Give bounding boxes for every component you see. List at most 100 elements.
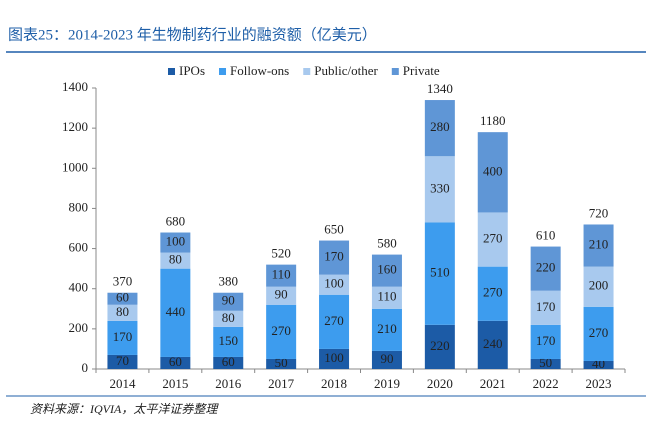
bar-segment	[424, 324, 455, 369]
total-label: 580	[377, 236, 397, 251]
bar-segment	[530, 358, 561, 369]
bar-segment	[477, 132, 508, 213]
total-label: 1180	[480, 113, 506, 128]
total-label: 520	[271, 246, 291, 261]
segment-label: 330	[430, 180, 450, 195]
x-tick-label: 2015	[162, 376, 188, 391]
segment-label: 170	[324, 249, 344, 264]
x-tick-label: 2023	[586, 376, 612, 391]
bar-segment	[530, 324, 561, 359]
segment-label: 270	[324, 313, 344, 328]
total-label: 370	[113, 274, 133, 289]
segment-label: 110	[377, 289, 396, 304]
bar-segment	[583, 224, 614, 267]
legend-label: Private	[403, 63, 440, 78]
segment-label: 210	[589, 237, 609, 252]
bar-segment	[213, 326, 244, 357]
bar-segment	[266, 286, 297, 305]
segment-label: 440	[166, 304, 186, 319]
bar-segment	[371, 286, 402, 309]
bar-segment	[266, 264, 297, 287]
bar-segment	[477, 266, 508, 321]
bar-segment	[160, 356, 191, 369]
segment-label: 170	[536, 299, 556, 314]
total-label: 380	[219, 274, 239, 289]
bar-segment	[424, 222, 455, 325]
bar-segment	[213, 356, 244, 369]
y-tick-label: 1200	[62, 119, 88, 134]
segment-label: 270	[271, 323, 291, 338]
bar-segment	[107, 354, 138, 369]
bar-segment	[107, 292, 138, 305]
segment-label: 270	[589, 325, 609, 340]
segment-label: 220	[430, 338, 450, 353]
y-tick-label: 1400	[62, 79, 88, 94]
segment-label: 240	[483, 336, 503, 351]
bar-segment	[477, 212, 508, 267]
segment-label: 80	[169, 252, 182, 267]
bar-segment	[371, 350, 402, 369]
total-label: 1340	[427, 81, 453, 96]
segment-label: 200	[589, 278, 609, 293]
bar-segment	[530, 290, 561, 325]
y-tick-label: 0	[82, 360, 89, 375]
segment-label: 280	[430, 119, 450, 134]
bar-segment	[424, 100, 455, 157]
bar-segment	[160, 232, 191, 253]
segment-label: 270	[483, 231, 503, 246]
segment-label: 400	[483, 163, 503, 178]
bar-segment	[107, 304, 138, 321]
bar-segment	[371, 254, 402, 287]
legend-swatch	[219, 68, 227, 75]
segment-label: 100	[166, 234, 186, 249]
segment-label: 60	[169, 354, 182, 369]
total-label: 650	[324, 222, 344, 237]
bar-segment	[583, 306, 614, 361]
total-label: 610	[536, 228, 556, 243]
x-tick-label: 2014	[109, 376, 136, 391]
page-title: 图表25：2014-2023 年生物制药行业的融资额（亿美元）	[8, 26, 377, 43]
legend-swatch	[168, 68, 175, 75]
legend-label: Follow-ons	[230, 63, 289, 78]
bar-segment	[319, 274, 350, 295]
bar-segment	[266, 358, 297, 369]
segment-label: 80	[116, 304, 129, 319]
bar-segment	[213, 310, 244, 327]
segment-label: 90	[275, 287, 288, 302]
segment-label: 220	[536, 260, 556, 275]
x-tick-label: 2019	[374, 376, 400, 391]
bar-segment	[266, 304, 297, 359]
bar-segment	[319, 240, 350, 275]
segment-label: 170	[113, 329, 133, 344]
x-tick-label: 2021	[480, 376, 506, 391]
bar-segment	[160, 268, 191, 357]
segment-label: 270	[483, 285, 503, 300]
legend-swatch	[303, 68, 311, 75]
segment-label: 80	[222, 310, 235, 325]
segment-label: 110	[272, 267, 291, 282]
segment-label: 170	[536, 333, 556, 348]
bar-segment	[424, 156, 455, 223]
bar-segment	[583, 360, 614, 369]
y-tick-label: 800	[69, 199, 89, 214]
legend-label: IPOs	[179, 63, 205, 78]
bar-segment	[371, 308, 402, 351]
y-tick-label: 400	[69, 280, 89, 295]
bar-segment	[477, 320, 508, 369]
segment-label: 70	[116, 353, 129, 368]
bar-segment	[319, 294, 350, 349]
total-label: 680	[166, 213, 186, 228]
x-tick-label: 2017	[268, 376, 295, 391]
segment-label: 100	[324, 276, 344, 291]
bar-segment	[583, 266, 614, 307]
y-tick-label: 1000	[62, 159, 88, 174]
x-tick-label: 2020	[427, 376, 453, 391]
bar-segment	[107, 320, 138, 355]
segment-label: 160	[377, 262, 397, 277]
y-tick-label: 200	[69, 320, 89, 335]
legend-swatch	[391, 68, 399, 75]
x-tick-label: 2016	[215, 376, 242, 391]
segment-label: 510	[430, 265, 450, 280]
y-tick-label: 600	[69, 240, 89, 255]
